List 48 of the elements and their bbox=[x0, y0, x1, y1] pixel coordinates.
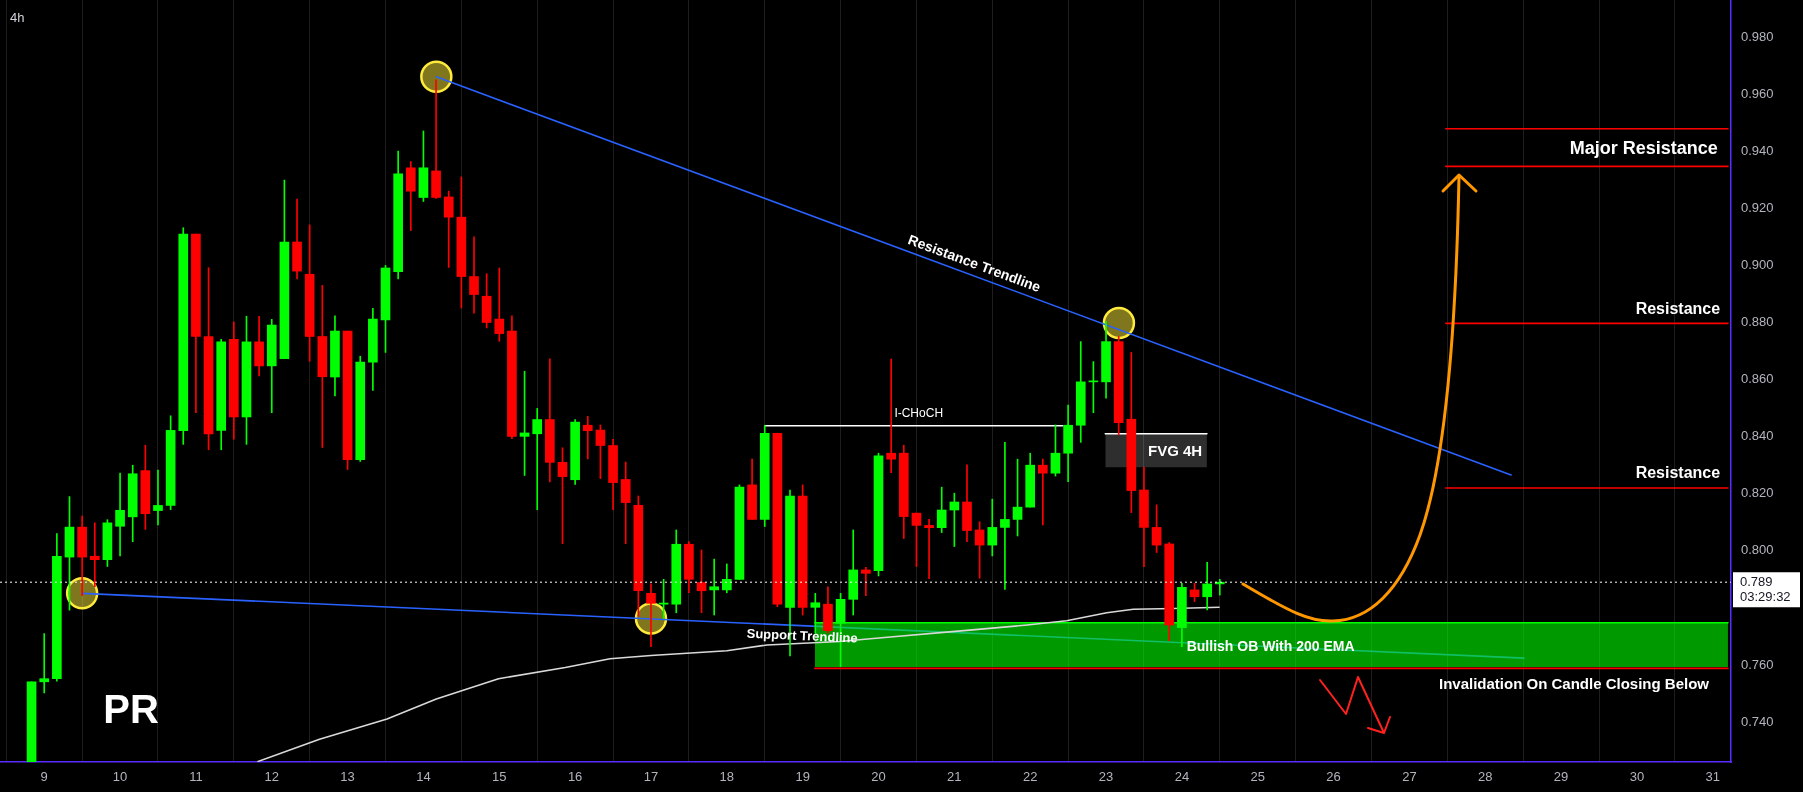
y-tick-label: 0.800 bbox=[1741, 542, 1774, 558]
annotation: PR bbox=[103, 687, 159, 732]
x-tick-label: 13 bbox=[340, 769, 355, 785]
x-tick-label: 9 bbox=[40, 769, 48, 785]
y-tick-label: 0.880 bbox=[1741, 314, 1774, 330]
annotation: Invalidation On Candle Closing Below bbox=[1438, 674, 1710, 692]
y-tick-label: 0.920 bbox=[1741, 199, 1774, 215]
y-tick-label: 0.760 bbox=[1741, 656, 1774, 672]
x-tick-label: 16 bbox=[567, 769, 583, 785]
point bbox=[420, 60, 453, 94]
x-tick-label: 28 bbox=[1478, 769, 1493, 785]
x-tick-label: 15 bbox=[492, 769, 507, 785]
x-tick-label: 25 bbox=[1250, 769, 1265, 785]
y-tick-label: 0.980 bbox=[1741, 28, 1774, 44]
x-tick-label: 18 bbox=[719, 769, 735, 785]
annotation: Resistance bbox=[1635, 464, 1721, 482]
x-tick-label: 11 bbox=[189, 769, 203, 785]
x-tick-label: 23 bbox=[1098, 769, 1114, 785]
x-tick-label: 22 bbox=[1022, 769, 1038, 785]
annotation: Bullish OB With 200 EMA bbox=[1186, 637, 1355, 654]
y-tick-label: 0.820 bbox=[1741, 485, 1774, 501]
x-tick-label: 26 bbox=[1326, 769, 1341, 785]
y-tick-label: 0.860 bbox=[1741, 371, 1774, 387]
annotation: Resistance bbox=[1635, 299, 1721, 317]
ref-line-label: 0.789 03:29:32 bbox=[1740, 573, 1791, 604]
x-tick-label: 31 bbox=[1705, 769, 1721, 785]
x-tick-label: 14 bbox=[416, 769, 431, 785]
y-tick-label: 0.940 bbox=[1741, 142, 1774, 158]
annotation: Major Resistance bbox=[1569, 138, 1718, 159]
point bbox=[1102, 306, 1136, 340]
y-tick-label: 0.900 bbox=[1741, 256, 1774, 272]
y-tick-label: 0.840 bbox=[1741, 428, 1774, 444]
x-tick-label: 27 bbox=[1402, 769, 1417, 785]
annotation: Support Trendline bbox=[746, 625, 859, 646]
x-tick-label: 24 bbox=[1174, 769, 1190, 785]
text: 4h bbox=[10, 9, 25, 25]
x-tick-label: 29 bbox=[1553, 769, 1569, 785]
y-tick-label: 0.960 bbox=[1741, 85, 1774, 101]
x-tick-label: 10 bbox=[112, 769, 128, 785]
annotation: FVG 4H bbox=[1147, 441, 1203, 459]
x-tick-label: 17 bbox=[643, 769, 659, 785]
annotation: I-CHoCH bbox=[894, 406, 944, 421]
y-tick-label: 0.740 bbox=[1741, 713, 1774, 729]
x-tick-label: 19 bbox=[795, 769, 810, 785]
x-tick-label: 12 bbox=[264, 769, 279, 785]
x-tick-label: 21 bbox=[947, 769, 962, 785]
x-tick-label: 20 bbox=[871, 769, 886, 785]
x-tick-label: 30 bbox=[1629, 769, 1645, 785]
